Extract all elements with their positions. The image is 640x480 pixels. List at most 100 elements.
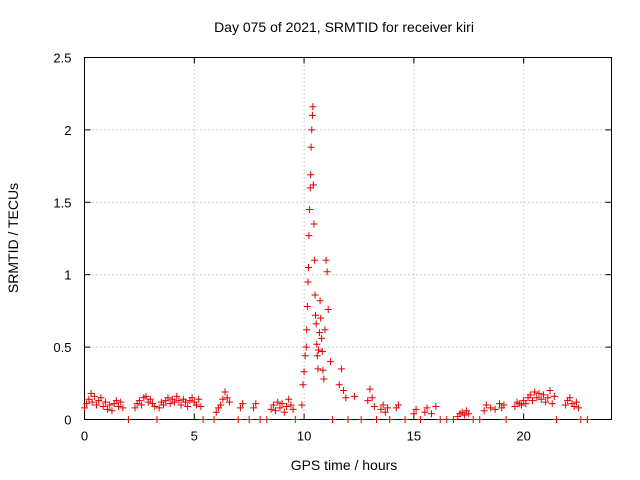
data-point [304, 263, 312, 271]
y-tick-label: 1.5 [53, 195, 71, 210]
grid-layer [84, 57, 612, 420]
data-point [401, 416, 409, 423]
points-layer [81, 103, 591, 423]
data-point [87, 389, 95, 397]
data-point [319, 366, 327, 374]
data-point [460, 411, 468, 419]
data-point [236, 404, 244, 412]
data-point [225, 398, 233, 406]
data-point [342, 394, 350, 402]
data-point [155, 404, 163, 412]
data-point [188, 394, 196, 402]
data-point [436, 416, 444, 423]
data-point [373, 416, 381, 423]
y-axis-title: SRMTID / TECUs [5, 183, 21, 293]
data-point [184, 402, 192, 410]
data-point [245, 416, 253, 423]
data-point [364, 397, 372, 405]
data-point [303, 326, 311, 334]
data-point [309, 181, 317, 189]
data-point [269, 401, 277, 409]
data-point [496, 400, 504, 408]
tick-layer: 0 5 10 15 20 0 0.5 1 1.5 2 2.5 [53, 51, 612, 444]
data-point [307, 143, 315, 151]
data-point [97, 394, 105, 402]
data-point [104, 405, 112, 413]
data-point [212, 408, 220, 416]
data-point [217, 401, 225, 409]
data-point [572, 398, 580, 406]
data-point [575, 404, 583, 412]
data-point [124, 416, 132, 423]
data-point [533, 394, 541, 402]
data-point [283, 402, 291, 410]
data-point [316, 297, 324, 305]
y-tick-label: 0 [64, 413, 71, 428]
data-point [298, 401, 306, 409]
data-point [432, 402, 440, 410]
data-point [421, 408, 429, 416]
data-point [337, 365, 345, 373]
data-point [85, 395, 93, 403]
data-point [272, 407, 280, 415]
data-point [311, 256, 319, 264]
data-point [320, 375, 328, 383]
data-point [234, 416, 242, 423]
data-point [131, 404, 139, 412]
data-point [357, 416, 365, 423]
data-point [517, 401, 525, 409]
data-point [138, 401, 146, 409]
data-point [304, 278, 312, 286]
data-point [522, 400, 530, 408]
data-point [108, 407, 116, 415]
data-point [93, 401, 101, 409]
data-point [135, 397, 143, 405]
data-point [287, 401, 295, 409]
data-point [381, 408, 389, 416]
data-point [199, 416, 207, 423]
data-point [115, 402, 123, 410]
data-point [313, 340, 321, 348]
data-point [416, 416, 424, 423]
data-point [303, 303, 311, 311]
data-point [329, 416, 337, 423]
data-point [106, 401, 114, 409]
data-point [315, 329, 323, 337]
data-point [306, 206, 314, 214]
data-point [544, 394, 552, 402]
data-point [566, 394, 574, 402]
data-point [274, 398, 282, 406]
data-point [528, 397, 536, 405]
data-point [210, 416, 218, 423]
data-point [308, 111, 316, 119]
data-point [318, 334, 326, 342]
data-point [546, 387, 554, 395]
data-point [88, 398, 96, 406]
data-point [351, 392, 359, 400]
data-point [312, 320, 320, 328]
data-point [101, 398, 109, 406]
data-point [310, 220, 318, 228]
y-tick-label: 2.5 [53, 51, 71, 66]
data-point [537, 395, 545, 403]
data-point [427, 410, 435, 418]
data-point [379, 401, 387, 409]
data-point [285, 395, 293, 403]
data-point [256, 416, 264, 423]
x-tick-label: 20 [516, 429, 530, 444]
data-point [480, 407, 488, 415]
data-point [469, 416, 477, 423]
data-point [542, 398, 550, 406]
data-point [302, 343, 310, 351]
data-point [502, 416, 510, 423]
data-point [550, 392, 558, 400]
data-point [307, 171, 315, 179]
data-point [324, 305, 332, 313]
x-tick-label: 15 [407, 429, 421, 444]
data-point [291, 416, 299, 423]
data-point [252, 400, 260, 408]
data-point [449, 416, 457, 423]
data-point [335, 381, 343, 389]
data-point [487, 404, 495, 412]
